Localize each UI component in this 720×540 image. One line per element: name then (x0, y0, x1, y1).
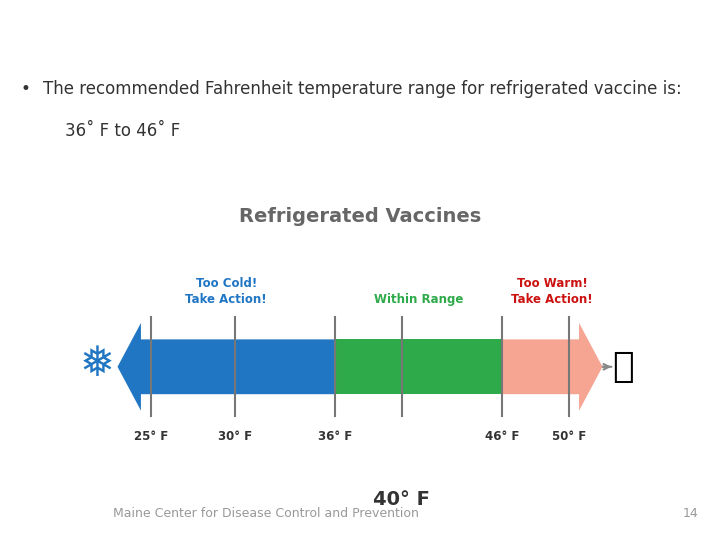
Text: 14: 14 (683, 507, 698, 520)
Text: 40° F: 40° F (374, 490, 431, 509)
Text: Within Range: Within Range (374, 293, 463, 307)
Text: 36° F: 36° F (318, 430, 352, 443)
Text: The recommended Fahrenheit temperature range for refrigerated vaccine is:: The recommended Fahrenheit temperature r… (43, 80, 682, 98)
Text: 25° F: 25° F (134, 430, 168, 443)
Polygon shape (117, 323, 335, 410)
Text: Refrigerated Vaccines: Refrigerated Vaccines (239, 206, 481, 226)
Text: 46° F: 46° F (485, 430, 519, 443)
Polygon shape (502, 323, 603, 410)
Text: Too Warm!
Take Action!: Too Warm! Take Action! (511, 278, 593, 307)
Text: Temperature Ranges: Temperature Ranges (13, 24, 306, 48)
Text: 36˚ F to 46˚ F: 36˚ F to 46˚ F (65, 122, 180, 140)
Text: ❅: ❅ (80, 343, 115, 386)
Text: •: • (20, 80, 30, 98)
Text: 50° F: 50° F (552, 430, 586, 443)
Text: 30° F: 30° F (217, 430, 252, 443)
Text: Too Cold!
Take Action!: Too Cold! Take Action! (186, 278, 267, 307)
Text: 🔥: 🔥 (612, 350, 634, 384)
Bar (335, 339, 502, 394)
Text: Maine Center for Disease Control and Prevention: Maine Center for Disease Control and Pre… (114, 507, 419, 520)
